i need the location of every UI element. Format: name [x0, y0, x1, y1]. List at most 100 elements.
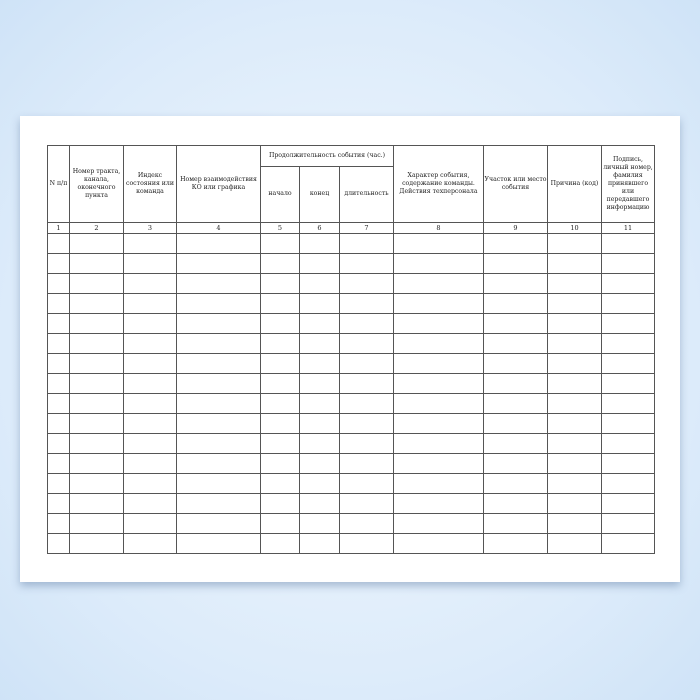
- empty-cell: [483, 513, 548, 534]
- table-row: [47, 453, 655, 474]
- empty-cell: [393, 313, 484, 334]
- empty-cell: [601, 453, 655, 474]
- table-row: [47, 313, 655, 334]
- header-start: начало: [260, 166, 300, 223]
- empty-cell: [123, 533, 177, 554]
- empty-cell: [176, 433, 261, 454]
- empty-cell: [393, 413, 484, 434]
- empty-cell: [260, 493, 300, 514]
- empty-cell: [299, 313, 340, 334]
- table-row: [47, 253, 655, 274]
- empty-cell: [339, 393, 394, 414]
- empty-cell: [299, 413, 340, 434]
- empty-cell: [483, 333, 548, 354]
- empty-cell: [299, 513, 340, 534]
- empty-cell: [601, 333, 655, 354]
- empty-cell: [393, 393, 484, 414]
- empty-cell: [176, 533, 261, 554]
- empty-cell: [123, 353, 177, 374]
- header-event-character: Характер события, содержание команды. Де…: [393, 145, 484, 223]
- empty-cell: [47, 533, 70, 554]
- empty-cell: [123, 273, 177, 294]
- empty-cell: [339, 413, 394, 434]
- empty-cell: [176, 473, 261, 494]
- empty-cell: [176, 413, 261, 434]
- empty-cell: [69, 333, 124, 354]
- empty-cell: [393, 233, 484, 254]
- empty-cell: [260, 393, 300, 414]
- empty-cell: [601, 293, 655, 314]
- empty-cell: [123, 253, 177, 274]
- empty-cell: [69, 313, 124, 334]
- empty-cell: [483, 453, 548, 474]
- empty-cell: [176, 393, 261, 414]
- empty-cell: [393, 253, 484, 274]
- empty-cell: [483, 313, 548, 334]
- empty-cell: [176, 373, 261, 394]
- empty-cell: [339, 353, 394, 374]
- table-row: [47, 393, 655, 414]
- table-row: [47, 273, 655, 294]
- empty-cell: [601, 413, 655, 434]
- empty-cell: [47, 273, 70, 294]
- empty-cell: [601, 373, 655, 394]
- table-row: [47, 293, 655, 314]
- empty-cell: [547, 353, 602, 374]
- empty-cell: [393, 513, 484, 534]
- empty-cell: [393, 333, 484, 354]
- empty-cell: [547, 533, 602, 554]
- empty-cell: [123, 373, 177, 394]
- column-number: 4: [176, 222, 261, 234]
- empty-cell: [47, 333, 70, 354]
- empty-cell: [47, 313, 70, 334]
- empty-cell: [393, 293, 484, 314]
- empty-cell: [601, 473, 655, 494]
- empty-cell: [299, 533, 340, 554]
- empty-cell: [299, 453, 340, 474]
- empty-cell: [123, 393, 177, 414]
- column-number: 5: [260, 222, 300, 234]
- table-row: [47, 233, 655, 254]
- empty-cell: [601, 493, 655, 514]
- empty-cell: [260, 293, 300, 314]
- column-number: 3: [123, 222, 177, 234]
- empty-cell: [299, 393, 340, 414]
- empty-cell: [601, 433, 655, 454]
- empty-cell: [47, 433, 70, 454]
- empty-cell: [260, 233, 300, 254]
- empty-cell: [547, 513, 602, 534]
- header-location: Участок или место события: [483, 145, 548, 223]
- empty-cell: [339, 433, 394, 454]
- column-number: 6: [299, 222, 340, 234]
- empty-cell: [299, 253, 340, 274]
- empty-cell: [123, 513, 177, 534]
- empty-cell: [69, 293, 124, 314]
- empty-cell: [176, 353, 261, 374]
- empty-cell: [339, 493, 394, 514]
- empty-cell: [339, 293, 394, 314]
- empty-cell: [601, 513, 655, 534]
- empty-cell: [299, 333, 340, 354]
- empty-cell: [483, 293, 548, 314]
- table-row: [47, 513, 655, 534]
- empty-cell: [299, 493, 340, 514]
- empty-cell: [123, 293, 177, 314]
- empty-cell: [47, 373, 70, 394]
- empty-cell: [547, 493, 602, 514]
- empty-cell: [69, 513, 124, 534]
- empty-cell: [260, 413, 300, 434]
- empty-cell: [547, 473, 602, 494]
- empty-cell: [547, 393, 602, 414]
- empty-cell: [260, 313, 300, 334]
- empty-cell: [483, 493, 548, 514]
- empty-cell: [69, 493, 124, 514]
- empty-cell: [393, 453, 484, 474]
- empty-cell: [547, 293, 602, 314]
- empty-cell: [47, 233, 70, 254]
- empty-cell: [601, 233, 655, 254]
- empty-cell: [339, 373, 394, 394]
- empty-cell: [123, 493, 177, 514]
- empty-cell: [69, 253, 124, 274]
- empty-cell: [547, 453, 602, 474]
- header-state-index: Индекс состояния или команда: [123, 145, 177, 223]
